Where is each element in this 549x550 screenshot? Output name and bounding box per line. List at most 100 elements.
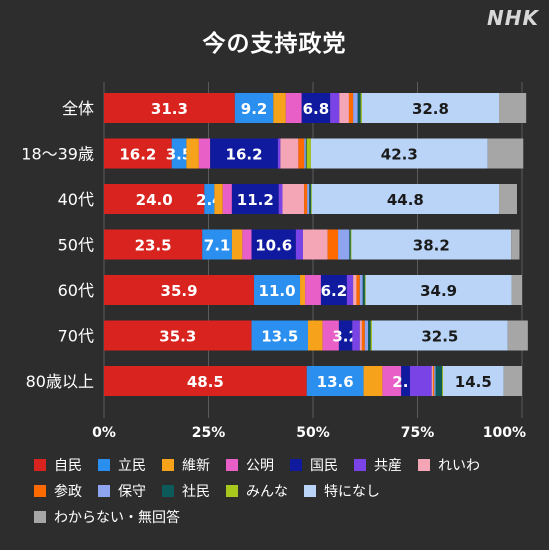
bar-segment	[401, 366, 410, 396]
bar-segment	[356, 275, 360, 305]
legend-label: 立民	[118, 458, 146, 474]
legend-label: 特になし	[324, 484, 380, 500]
x-tick-label: 75%	[401, 425, 435, 441]
bar-segment	[302, 229, 328, 260]
bar-segment	[301, 93, 331, 123]
bar-segment	[442, 366, 443, 396]
bar-segment	[210, 138, 278, 169]
category-label: 18～39歳	[21, 145, 94, 164]
bar-segment	[204, 184, 215, 214]
bar-segment	[310, 138, 488, 169]
bar-segment	[327, 229, 339, 260]
data-label: 24.0	[136, 191, 173, 209]
data-label: 6.8	[303, 100, 330, 118]
bar-segment	[280, 138, 299, 169]
bar-segment	[371, 320, 508, 351]
bar-segment	[251, 229, 296, 260]
bar-segment	[353, 275, 357, 305]
bar-segment	[214, 184, 223, 214]
bar-segment	[300, 275, 306, 305]
bar-segment	[361, 320, 365, 351]
legend-label: 参政	[54, 484, 82, 500]
bar-segment	[348, 93, 354, 123]
legend-label: 維新	[182, 458, 210, 474]
category-label: 50代	[58, 236, 94, 255]
data-label: 13.6	[317, 373, 354, 391]
data-label: 23.5	[135, 237, 172, 255]
bar-segment	[431, 366, 433, 396]
bar-segment	[360, 93, 362, 123]
legend-item: 保守	[98, 482, 146, 500]
bar-segment	[338, 229, 350, 260]
bar-segment	[171, 138, 187, 169]
data-label: 6.2	[321, 282, 348, 300]
bar-segment	[254, 275, 301, 305]
bar-segment	[320, 275, 347, 305]
bar-segment	[186, 138, 199, 169]
bar-segment	[251, 320, 308, 351]
brand-logo: NHK	[487, 6, 539, 30]
legend-item: 国民	[290, 456, 338, 474]
x-tick-label: 50%	[296, 425, 330, 441]
bar-segment	[304, 138, 306, 169]
data-label: 10.6	[255, 237, 292, 255]
bar-segment	[311, 184, 500, 214]
legend-swatch	[162, 459, 174, 471]
bar-segment	[304, 184, 308, 214]
bar-segment	[104, 366, 307, 396]
bar-segment	[338, 320, 353, 351]
data-label: 32.5	[421, 328, 458, 346]
bar-segment	[350, 229, 352, 260]
bar-segment	[361, 93, 500, 123]
data-label: 11.2	[237, 191, 274, 209]
bar-segment	[364, 320, 369, 351]
bar-segment	[305, 138, 307, 169]
bar-segment	[359, 275, 363, 305]
bar-segment	[307, 184, 310, 214]
legend-label: わからない・無回答	[54, 510, 180, 526]
bar-segment	[359, 320, 362, 351]
bar-segment	[370, 320, 372, 351]
bar-segment	[382, 366, 402, 396]
data-label: 3.2	[332, 328, 359, 346]
data-label: 35.9	[161, 282, 198, 300]
bar-segment	[231, 184, 279, 214]
legend-item: 共産	[354, 456, 402, 474]
bar-segment	[306, 366, 364, 396]
x-tick-label: 25%	[192, 425, 226, 441]
bar-segment	[282, 184, 305, 214]
data-label: 42.3	[381, 146, 418, 164]
bar-segment	[104, 138, 172, 169]
legend-swatch	[304, 485, 316, 497]
bar-segment	[309, 184, 311, 214]
bar-segment	[353, 93, 358, 123]
legend-item: れいわ	[418, 456, 480, 474]
category-label: 60代	[58, 281, 94, 300]
legend-item: 社民	[162, 482, 210, 500]
data-label: 32.8	[412, 100, 449, 118]
bar-segment	[305, 275, 321, 305]
x-tick-label: 100%	[483, 425, 526, 441]
chart-legend: 自民 立民 維新 公明 国民 共産 れいわ 参政 保守 社民 みんな 特になし わからない・無回答	[34, 456, 534, 526]
legend-label: れいわ	[438, 458, 480, 474]
bar-segment	[362, 275, 365, 305]
bar-segment	[435, 366, 443, 396]
bar-segment	[499, 184, 517, 214]
bar-segment	[307, 320, 323, 351]
data-label: 35.3	[159, 328, 196, 346]
bar-segment	[104, 184, 205, 214]
bar-segment	[322, 320, 339, 351]
bar-segment	[231, 229, 243, 260]
bar-segment	[104, 93, 235, 123]
bar-segment	[273, 93, 286, 123]
legend-item: 特になし	[304, 482, 380, 500]
data-label: 48.5	[187, 373, 224, 391]
category-label: 全体	[62, 99, 94, 118]
data-label: 38.2	[413, 237, 450, 255]
data-label: 11.0	[259, 282, 296, 300]
legend-swatch	[98, 485, 110, 497]
category-label: 40代	[58, 190, 94, 209]
bar-segment	[363, 366, 383, 396]
bar-segment	[511, 229, 520, 260]
bar-segment	[104, 320, 252, 351]
